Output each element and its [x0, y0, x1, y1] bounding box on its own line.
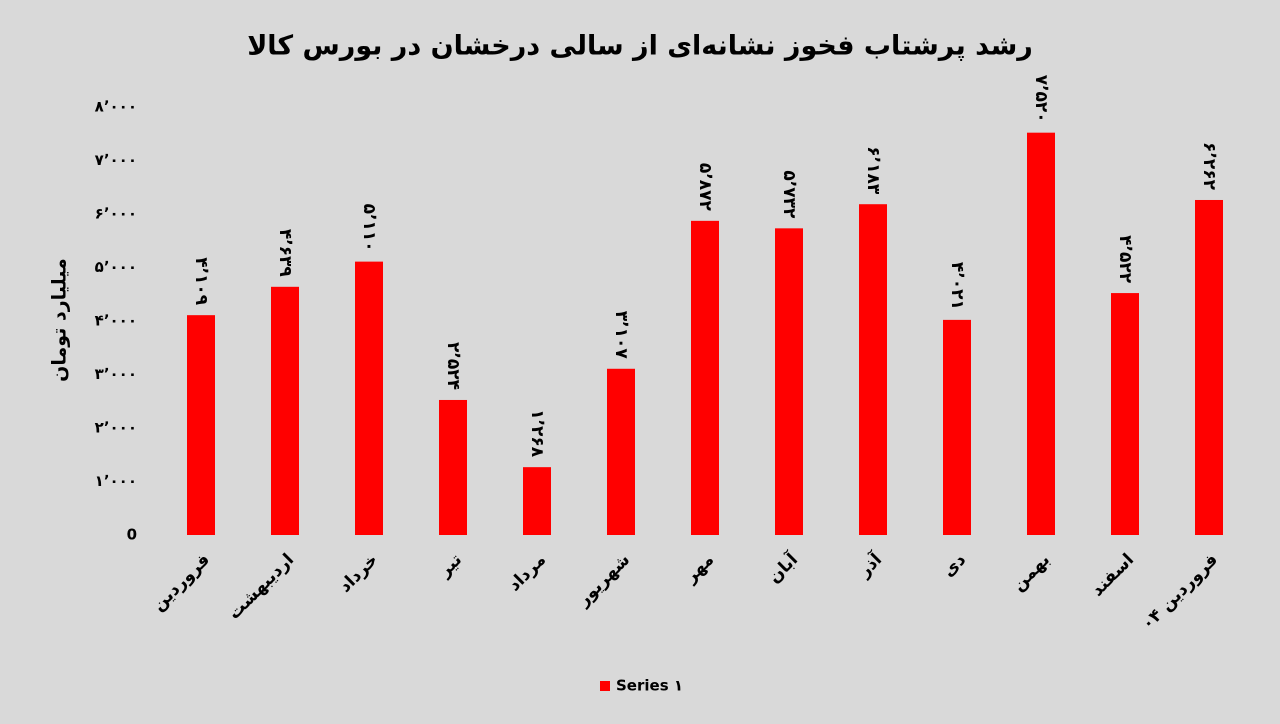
data-label: ۵٬۸۷۲ — [695, 163, 715, 212]
data-label: ۶٬۱۸۳ — [863, 146, 883, 195]
data-label: ۴٬۵۲۲ — [1115, 235, 1135, 284]
y-axis-label: میلیارد تومان — [49, 258, 71, 382]
y-tick-label: ۲٬۰۰۰ — [95, 419, 137, 437]
y-tick-label: ۷٬۰۰۰ — [95, 151, 137, 169]
data-label: ۵٬۷۳۲ — [779, 170, 799, 219]
y-tick-label: ۴٬۰۰۰ — [95, 312, 137, 330]
data-label: ۷٬۵۲۰ — [1031, 75, 1051, 123]
y-tick-label: ۶٬۰۰۰ — [95, 205, 137, 223]
bar — [859, 204, 887, 535]
bar — [355, 261, 383, 535]
bar — [607, 368, 635, 535]
y-tick-label: 0 — [127, 526, 137, 544]
data-label: ۴٬۱۰۹ — [191, 257, 211, 306]
bar — [775, 228, 803, 535]
bar — [691, 220, 719, 535]
bar — [187, 315, 215, 535]
legend-label: Series ۱ — [616, 677, 683, 695]
data-label: ۳٬۱۰۷ — [611, 311, 631, 360]
y-tick-label: ۵٬۰۰۰ — [95, 258, 137, 276]
y-tick-label: ۸٬۰۰۰ — [95, 98, 137, 116]
chart-title: رشد پرشتاب فخوز نشانه‌ای از سالی درخشان … — [247, 31, 1033, 62]
data-label: ۲٬۵۲۴ — [443, 342, 463, 390]
bar — [271, 286, 299, 535]
y-tick-label: ۳٬۰۰۰ — [95, 365, 137, 383]
bar — [943, 319, 971, 535]
data-label: ۵٬۱۱۰ — [359, 204, 379, 252]
data-label: ۱٬۲۶۸ — [527, 409, 547, 458]
legend-swatch — [600, 681, 610, 691]
y-tick-label: ۱٬۰۰۰ — [95, 472, 137, 490]
bar — [523, 467, 551, 535]
bar — [1111, 293, 1139, 535]
data-label: ۴٬۶۳۹ — [275, 229, 295, 278]
bar — [439, 399, 467, 535]
data-label: ۶٬۲۶۲ — [1199, 142, 1219, 191]
data-label: ۴٬۰۲۱ — [947, 262, 967, 310]
bar — [1027, 132, 1055, 535]
bar — [1195, 199, 1223, 535]
